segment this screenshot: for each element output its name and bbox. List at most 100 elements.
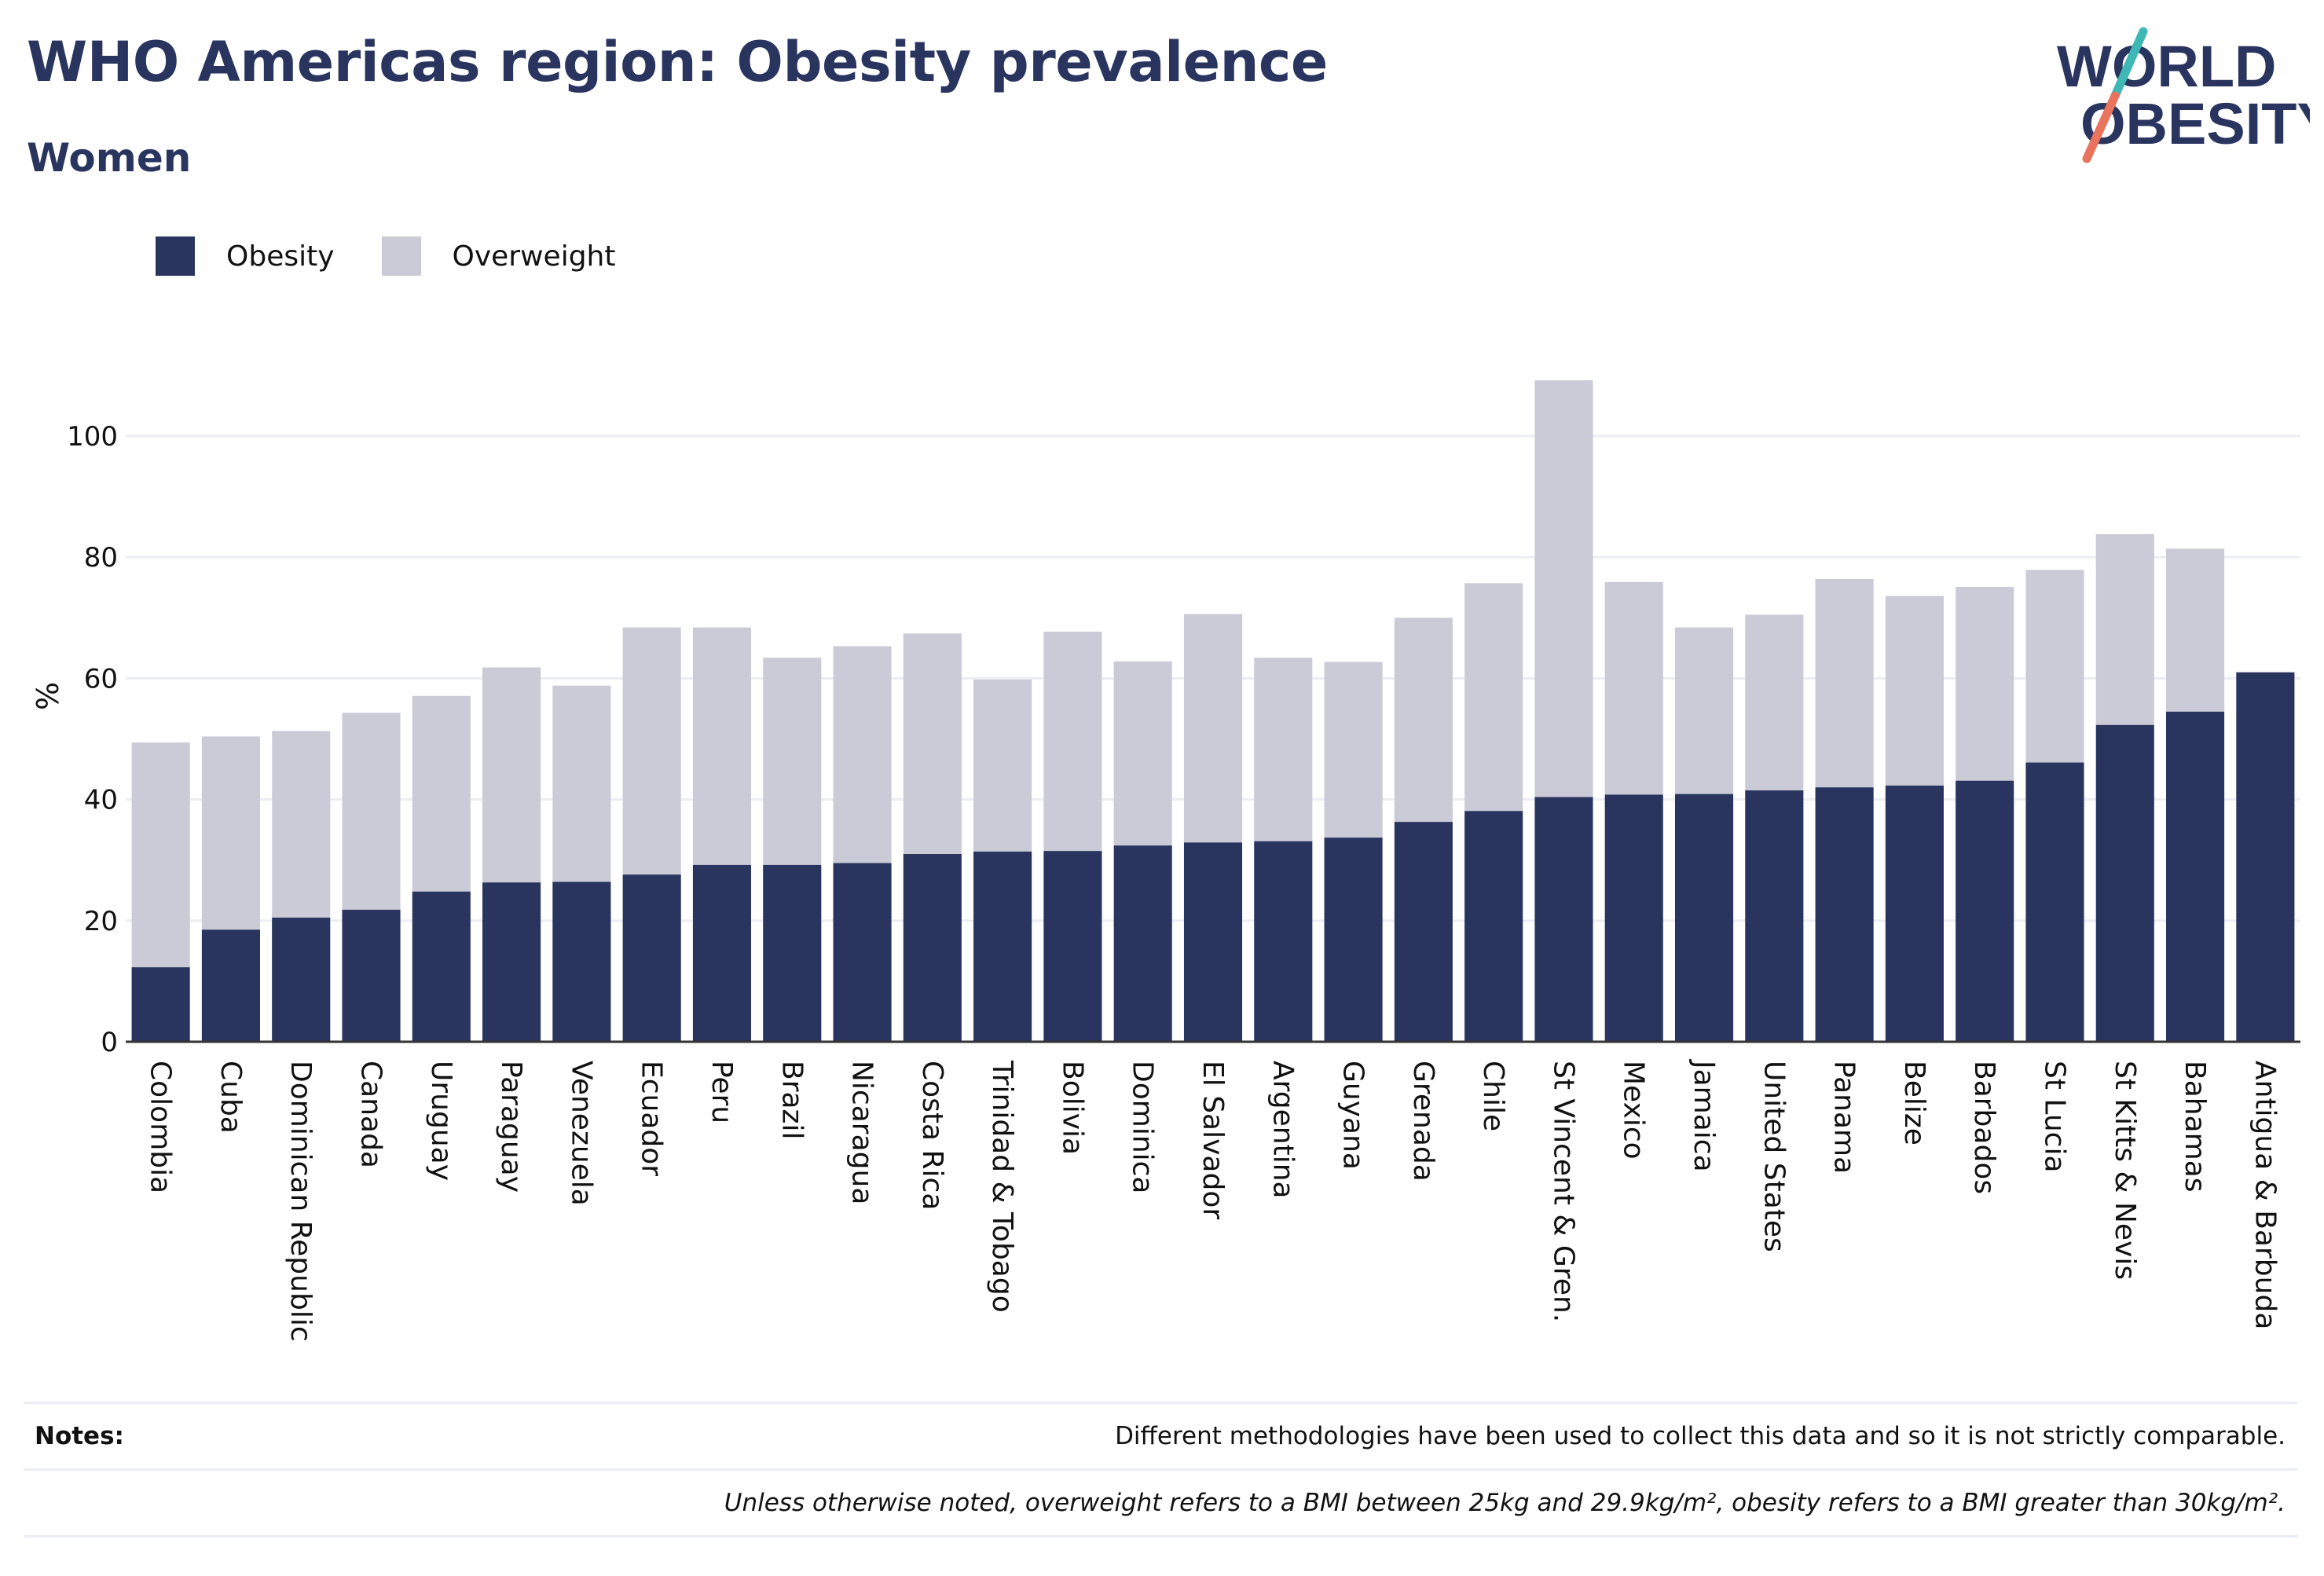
- x-tick-label-brazil: Brazil: [775, 1061, 808, 1139]
- bar-overweight-guyana: [1324, 662, 1383, 838]
- chart-title: WHO Americas region: Obesity prevalence: [27, 30, 1328, 94]
- world-obesity-logo: WORLD OBESITY: [2057, 27, 2310, 163]
- bar-overweight-dominica: [1113, 661, 1172, 846]
- note-methodology: Different methodologies have been used t…: [1115, 1422, 2286, 1450]
- x-tick-label-dominican-republic: Dominican Republic: [284, 1061, 317, 1342]
- bar-obesity-ecuador: [622, 874, 681, 1042]
- logo-slash-teal: [2110, 27, 2148, 101]
- x-tick-label-colombia: Colombia: [145, 1061, 177, 1193]
- bar-overweight-chile: [1464, 583, 1523, 812]
- bar-overweight-argentina: [1254, 658, 1313, 841]
- bar-overweight-mexico: [1604, 581, 1663, 795]
- bar-overweight-colombia: [131, 742, 190, 968]
- bar-overweight-st-lucia: [2025, 570, 2084, 763]
- bar-obesity-el-salvador: [1183, 842, 1243, 1042]
- notes-row-2: Unless otherwise noted, overweight refer…: [24, 1468, 2298, 1538]
- x-tick-label-ecuador: Ecuador: [636, 1061, 668, 1176]
- x-tick-label-united-states: United States: [1758, 1061, 1790, 1252]
- x-tick-label-st-vincent-gren: St Vincent & Gren.: [1547, 1061, 1579, 1322]
- bar-obesity-peru: [692, 864, 752, 1042]
- bar-obesity-costa-rica: [903, 853, 962, 1042]
- bar-obesity-paraguay: [482, 882, 541, 1042]
- bar-overweight-nicaragua: [833, 646, 892, 863]
- x-tick-label-st-lucia: St Lucia: [2038, 1061, 2070, 1173]
- bar-obesity-cuba: [201, 929, 260, 1042]
- x-tick-label-guyana: Guyana: [1337, 1061, 1369, 1170]
- x-tick-label-el-salvador: El Salvador: [1197, 1061, 1229, 1219]
- bar-obesity-trinidad-tobago: [973, 851, 1032, 1042]
- bar-overweight-ecuador: [622, 627, 681, 875]
- bar-obesity-st-vincent-gren: [1534, 797, 1593, 1042]
- bar-obesity-dominica: [1113, 845, 1172, 1042]
- logo-slash-coral: [2082, 91, 2120, 163]
- y-tick-label-0: 0: [101, 1027, 118, 1058]
- x-tick-label-jamaica: Jamaica: [1688, 1059, 1720, 1172]
- bar-obesity-united-states: [1745, 790, 1804, 1042]
- x-tick-label-trinidad-tobago: Trinidad & Tobago: [986, 1060, 1018, 1313]
- x-tick-label-argentina: Argentina: [1266, 1061, 1299, 1199]
- bar-obesity-st-kitts-nevis: [2095, 724, 2154, 1042]
- x-tick-label-dominica: Dominica: [1127, 1061, 1159, 1194]
- bar-obesity-barbados: [1956, 780, 2014, 1042]
- bar-overweight-canada: [342, 713, 401, 910]
- y-tick-label-60: 60: [84, 663, 118, 695]
- bar-obesity-colombia: [131, 967, 190, 1042]
- x-tick-label-grenada: Grenada: [1407, 1061, 1439, 1182]
- y-tick-label-40: 40: [84, 785, 118, 816]
- bar-overweight-peru: [692, 627, 752, 865]
- x-tick-label-chile: Chile: [1477, 1061, 1509, 1131]
- notes-row-1: Notes: Different methodologies have been…: [24, 1402, 2298, 1468]
- bar-obesity-grenada: [1394, 822, 1453, 1042]
- x-tick-label-venezuela: Venezuela: [565, 1061, 597, 1206]
- bar-obesity-uruguay: [412, 891, 471, 1042]
- bar-overweight-trinidad-tobago: [973, 679, 1032, 852]
- bar-obesity-bahamas: [2166, 711, 2225, 1042]
- x-tick-label-bolivia: Bolivia: [1056, 1061, 1088, 1155]
- y-tick-label-20: 20: [84, 906, 118, 937]
- bar-obesity-brazil: [763, 864, 822, 1042]
- x-tick-label-costa-rica: Costa Rica: [916, 1061, 948, 1210]
- bar-overweight-st-vincent-gren: [1534, 380, 1593, 797]
- bar-overweight-el-salvador: [1183, 614, 1243, 843]
- bar-overweight-bolivia: [1043, 632, 1102, 852]
- bar-obesity-belize: [1885, 785, 1944, 1042]
- x-tick-label-peru: Peru: [706, 1061, 738, 1123]
- legend-item-overweight[interactable]: Overweight: [381, 236, 616, 276]
- legend-label-overweight: Overweight: [452, 240, 616, 273]
- bar-overweight-panama: [1815, 578, 1874, 788]
- x-tick-label-nicaragua: Nicaragua: [846, 1061, 878, 1204]
- y-tick-label-100: 100: [67, 421, 118, 453]
- logo-line-2: OBESITY: [2080, 91, 2310, 156]
- bar-obesity-argentina: [1254, 841, 1313, 1042]
- x-tick-label-paraguay: Paraguay: [495, 1061, 527, 1193]
- bar-overweight-belize: [1885, 596, 1944, 786]
- bar-obesity-venezuela: [552, 881, 611, 1042]
- x-tick-label-canada: Canada: [355, 1061, 387, 1168]
- bar-overweight-paraguay: [482, 667, 541, 883]
- bar-obesity-st-lucia: [2025, 762, 2084, 1042]
- chart-subtitle: Women: [27, 135, 192, 181]
- bar-overweight-bahamas: [2166, 548, 2225, 712]
- bar-obesity-guyana: [1324, 837, 1383, 1042]
- bar-overweight-jamaica: [1674, 627, 1734, 794]
- logo-line-1: WORLD: [2057, 34, 2277, 99]
- x-tick-label-panama: Panama: [1828, 1061, 1860, 1174]
- notes-section: Notes: Different methodologies have been…: [24, 1402, 2298, 1538]
- x-tick-label-st-kitts-nevis: St Kitts & Nevis: [2109, 1061, 2141, 1280]
- bar-obesity-panama: [1815, 787, 1874, 1042]
- bar-overweight-cuba: [201, 736, 260, 930]
- bar-overweight-uruguay: [412, 695, 471, 892]
- x-tick-label-cuba: Cuba: [214, 1061, 247, 1134]
- bar-overweight-barbados: [1956, 586, 2014, 781]
- bar-overweight-united-states: [1745, 614, 1804, 791]
- legend-item-obesity[interactable]: Obesity: [156, 236, 335, 276]
- bar-overweight-grenada: [1394, 618, 1453, 823]
- legend-label-obesity: Obesity: [226, 240, 335, 273]
- y-tick-label-80: 80: [84, 542, 118, 574]
- bar-obesity-jamaica: [1674, 793, 1734, 1042]
- y-axis-label: %: [31, 682, 65, 710]
- legend-swatch-overweight: [381, 236, 421, 276]
- bar-obesity-dominican-republic: [272, 917, 331, 1042]
- x-tick-label-bahamas: Bahamas: [2179, 1061, 2211, 1193]
- x-tick-label-belize: Belize: [1898, 1061, 1930, 1145]
